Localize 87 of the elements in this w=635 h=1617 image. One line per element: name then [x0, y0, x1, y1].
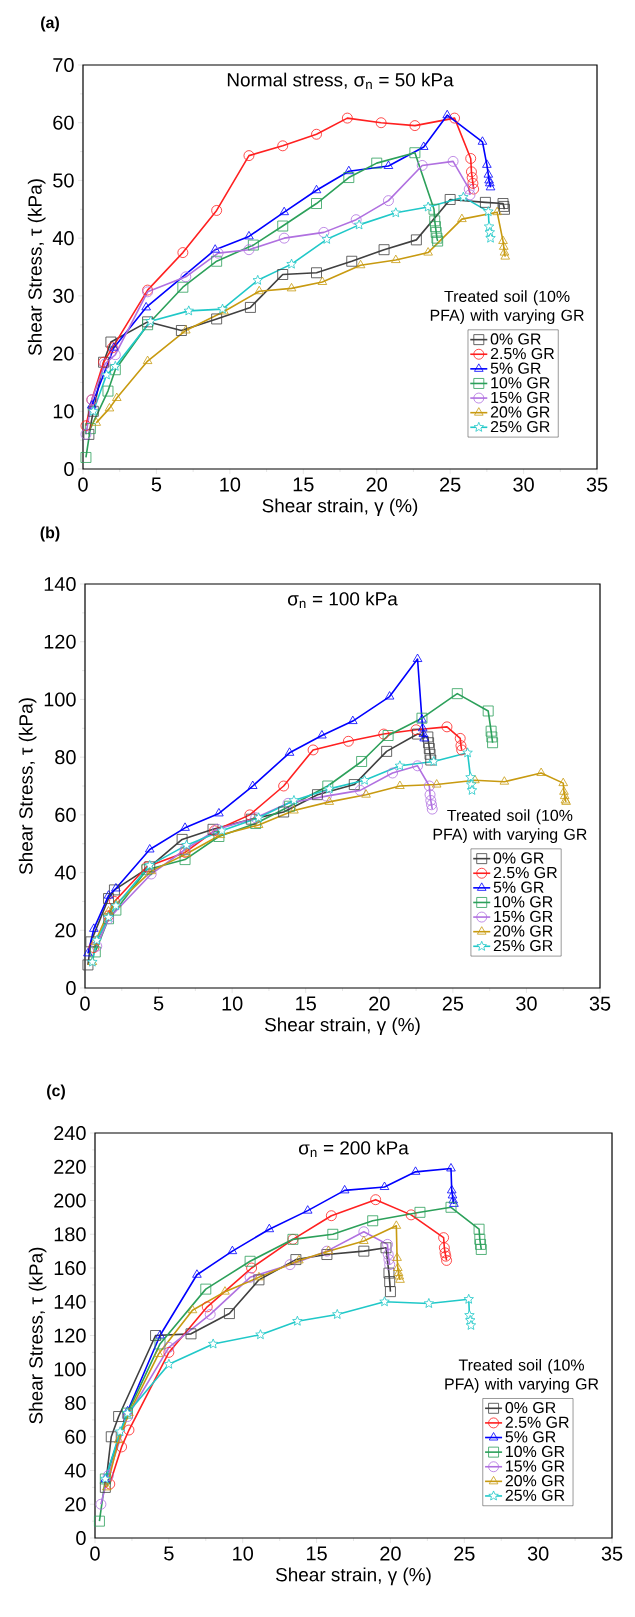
legend-label: 10% GR [494, 896, 553, 908]
legend-label: 5% GR [493, 881, 544, 893]
y-tick-label: 60 [53, 115, 74, 130]
y-tick-label: 30 [53, 288, 74, 303]
y-tick-label: 40 [52, 231, 74, 246]
y-tick-label: 80 [55, 750, 76, 765]
legend-label: 15% GR [494, 910, 553, 923]
x-axis-title: Shear strain, γ (%) [262, 498, 418, 517]
text: (b) [40, 526, 60, 542]
x-tick-label: 35 [589, 996, 611, 1011]
y-tick-label: 20 [65, 1497, 86, 1512]
x-tick-label: 20 [369, 996, 390, 1011]
x-tick-label: 35 [601, 1546, 623, 1561]
legend-label: 5% GR [505, 1431, 556, 1443]
y-tick-label: 100 [54, 1362, 86, 1377]
x-tick-label: 30 [516, 996, 537, 1011]
y-tick-label: 140 [54, 1294, 86, 1309]
chart-title: σ$_{n}$ = 100 kPa [288, 591, 398, 608]
x-tick-label: 25 [442, 996, 464, 1011]
y-tick-label: 100 [44, 692, 76, 707]
legend-title: Treated soil (10% PFA) with varying GR [430, 290, 584, 325]
y-tick-label: 40 [54, 865, 76, 880]
x-tick-label: 10 [220, 477, 241, 492]
y-tick-label: 160 [54, 1260, 86, 1276]
y-tick-label: 220 [54, 1159, 86, 1174]
text: (c) [47, 1084, 65, 1100]
x-axis-title: Shear strain, γ (%) [275, 1567, 431, 1586]
legend-title: Treated soil (10% PFA) with varying GR [433, 809, 587, 844]
legend-label: 25% GR [505, 1489, 565, 1501]
x-tick-label: 10 [233, 1546, 254, 1561]
x-tick-label: 10 [222, 996, 243, 1011]
y-tick-label: 50 [53, 173, 74, 188]
legend-label: 0% GR [490, 333, 541, 345]
legend-label: 0% GR [493, 852, 544, 864]
y-axis-title: Shear Stress, τ (kPa) [27, 179, 46, 356]
legend-label: 20% GR [505, 1475, 565, 1487]
y-axis-title: Shear Stress, τ (kPa) [18, 698, 37, 875]
x-tick-label: 15 [307, 1546, 327, 1561]
legend-label: 25% GR [493, 939, 553, 952]
text: (a) [41, 16, 59, 32]
legend-title: Treated soil (10% PFA) with varying GR [445, 1358, 599, 1393]
x-axis-title: Shear strain, γ (%) [264, 1017, 420, 1036]
x-tick-label: 30 [513, 477, 534, 492]
legend-label: 5% GR [490, 362, 541, 374]
x-tick-label: 35 [586, 477, 608, 492]
legend-label: 10% GR [491, 377, 550, 389]
y-tick-label: 40 [64, 1463, 86, 1478]
legend-label: 15% GR [506, 1460, 565, 1472]
legend-label: 20% GR [493, 925, 553, 937]
y-tick-label: 60 [55, 807, 76, 822]
x-tick-label: 15 [293, 477, 314, 492]
y-tick-label: 0 [64, 461, 74, 477]
y-tick-label: 20 [53, 346, 74, 361]
x-tick-label: 30 [527, 1546, 549, 1561]
legend-label: 2.5% GR [505, 1416, 569, 1428]
y-tick-label: 10 [53, 404, 74, 419]
chart-title: σ$_{n}$ = 200 kPa [299, 1140, 409, 1157]
legend-label: 10% GR [506, 1445, 565, 1458]
x-tick-label: 25 [454, 1546, 475, 1561]
legend-label: 15% GR [491, 391, 550, 404]
y-tick-label: 120 [44, 634, 76, 649]
y-tick-label: 0 [76, 1530, 86, 1546]
y-tick-label: 80 [65, 1395, 86, 1411]
y-tick-label: 140 [44, 576, 76, 592]
x-tick-label: 25 [440, 477, 461, 492]
chart-title: Normal stress, σ$_{n}$ = 50 kPa [227, 72, 454, 89]
x-tick-label: 20 [366, 477, 388, 492]
x-tick-label: 15 [296, 996, 316, 1011]
x-tick-label: 0 [90, 1546, 100, 1561]
x-tick-label: 20 [380, 1546, 401, 1561]
y-tick-label: 120 [54, 1328, 86, 1343]
x-tick-label: 5 [153, 996, 164, 1011]
legend-label: 25% GR [490, 420, 550, 433]
legend-label: 2.5% GR [490, 347, 554, 360]
y-tick-label: 70 [53, 57, 74, 73]
y-tick-label: 180 [54, 1227, 86, 1242]
legend-label: 20% GR [490, 406, 550, 418]
y-tick-label: 20 [55, 923, 76, 938]
y-tick-label: 0 [66, 980, 76, 996]
y-axis-title: Shear Stress, τ (kPa) [28, 1247, 47, 1424]
x-tick-label: 5 [164, 1546, 174, 1561]
y-tick-label: 200 [54, 1193, 86, 1208]
x-tick-label: 5 [151, 477, 162, 492]
y-tick-label: 60 [65, 1429, 86, 1444]
legend-label: 2.5% GR [493, 866, 557, 879]
y-tick-label: 240 [54, 1125, 86, 1141]
legend-label: 0% GR [505, 1401, 556, 1414]
